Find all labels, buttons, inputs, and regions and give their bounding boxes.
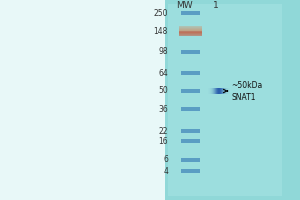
Bar xyxy=(181,50,200,54)
Bar xyxy=(220,88,221,94)
Bar xyxy=(179,33,202,34)
Bar xyxy=(226,88,227,94)
Bar xyxy=(224,88,225,94)
Bar xyxy=(225,88,226,94)
Bar xyxy=(181,89,200,93)
Text: 1: 1 xyxy=(213,0,219,9)
Text: 148: 148 xyxy=(154,26,168,36)
Bar xyxy=(179,30,202,31)
Bar xyxy=(181,11,200,15)
Bar xyxy=(179,28,202,29)
Bar xyxy=(179,32,202,33)
Bar xyxy=(181,139,200,143)
Bar xyxy=(216,88,217,94)
Bar xyxy=(208,88,209,94)
Bar xyxy=(181,169,200,173)
Text: 50: 50 xyxy=(158,86,168,95)
Bar xyxy=(215,88,216,94)
Bar xyxy=(179,30,202,31)
Text: 6: 6 xyxy=(163,156,168,164)
Bar xyxy=(181,129,200,133)
Bar xyxy=(179,31,202,32)
Bar xyxy=(213,88,214,94)
Bar xyxy=(211,88,212,94)
Bar xyxy=(229,88,230,94)
Bar xyxy=(209,88,210,94)
Bar xyxy=(181,107,200,111)
Bar xyxy=(179,29,202,30)
Text: 22: 22 xyxy=(158,127,168,136)
Bar xyxy=(219,88,220,94)
Bar xyxy=(181,158,200,162)
Text: 4: 4 xyxy=(163,166,168,176)
Text: SNAT1: SNAT1 xyxy=(231,92,256,102)
Bar xyxy=(218,88,219,94)
Text: ~50kDa: ~50kDa xyxy=(231,81,262,90)
Bar xyxy=(168,4,282,196)
Bar xyxy=(222,88,223,94)
Bar xyxy=(179,27,202,28)
Text: 16: 16 xyxy=(158,136,168,146)
Text: 250: 250 xyxy=(154,8,168,18)
Bar xyxy=(179,34,202,35)
Bar xyxy=(165,0,300,200)
Text: 36: 36 xyxy=(158,104,168,114)
Bar xyxy=(217,88,218,94)
Bar xyxy=(179,29,202,30)
Bar xyxy=(212,88,213,94)
Bar xyxy=(221,88,222,94)
Bar xyxy=(214,88,215,94)
Bar xyxy=(223,88,224,94)
Bar xyxy=(228,88,229,94)
Bar xyxy=(179,26,202,27)
Text: 64: 64 xyxy=(158,68,168,77)
Bar xyxy=(210,88,211,94)
Bar xyxy=(227,88,228,94)
Bar xyxy=(179,35,202,36)
Bar xyxy=(181,71,200,75)
Text: MW: MW xyxy=(176,0,193,9)
Text: 98: 98 xyxy=(158,47,168,56)
